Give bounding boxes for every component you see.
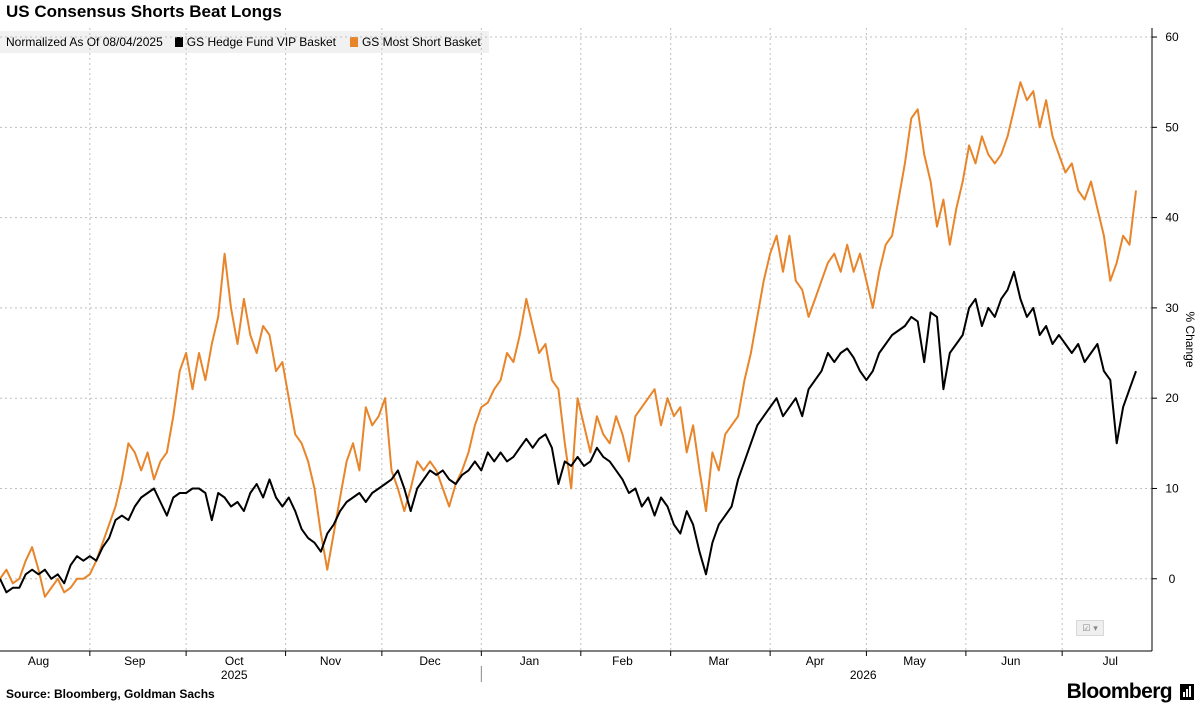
chart-title: US Consensus Shorts Beat Longs <box>6 2 282 21</box>
x-tick-label: May <box>903 654 926 668</box>
series-line-vip <box>0 270 1137 594</box>
x-tick-label: Jan <box>520 654 539 668</box>
chart-options-button[interactable]: ☑ ▾ <box>1076 620 1104 636</box>
y-tick-label: 60 <box>1165 30 1179 44</box>
x-tick-label: Feb <box>612 654 633 668</box>
legend-item-short: GS Most Short Basket <box>349 35 481 49</box>
legend-note: Normalized As Of 08/04/2025 <box>6 35 163 49</box>
checkbox-icon: ☑ <box>1082 622 1091 633</box>
x-tick-label: Jul <box>1103 654 1118 668</box>
x-tick-label: Sep <box>124 654 146 668</box>
source-note: Source: Bloomberg, Goldman Sachs <box>6 687 215 701</box>
legend-label-short: GS Most Short Basket <box>361 35 481 49</box>
x-tick-label: Nov <box>320 654 341 668</box>
x-tick-label: Apr <box>806 654 825 668</box>
x-tick-label: Aug <box>28 654 49 668</box>
year-label: 2026 <box>850 668 877 682</box>
brand-logo: Bloomberg <box>1066 680 1173 703</box>
terminal-icon <box>1180 684 1194 700</box>
x-tick-label: Dec <box>419 654 440 668</box>
x-tick-label: Mar <box>708 654 729 668</box>
legend: Normalized As Of 08/04/2025 GS Hedge Fun… <box>0 31 489 53</box>
legend-label-vip: GS Hedge Fund VIP Basket <box>186 35 336 49</box>
year-label: 2025 <box>221 668 248 682</box>
y-tick-label: 0 <box>1169 572 1176 586</box>
y-axis-title: % Change <box>1183 311 1197 367</box>
y-tick-label: 10 <box>1165 481 1179 495</box>
y-tick-label: 40 <box>1165 211 1179 225</box>
x-tick-label: Jun <box>1001 654 1020 668</box>
y-tick-label: 50 <box>1165 120 1179 134</box>
caret-down-icon: ▾ <box>1093 622 1098 633</box>
x-tick-label: Oct <box>225 654 244 668</box>
y-tick-label: 30 <box>1165 301 1179 315</box>
legend-swatch-vip <box>174 37 183 47</box>
legend-item-vip: GS Hedge Fund VIP Basket <box>174 35 336 49</box>
y-tick-label: 20 <box>1165 391 1179 405</box>
series-line-short <box>0 81 1137 598</box>
legend-swatch-short <box>349 37 358 47</box>
brand: Bloomberg <box>1067 680 1194 704</box>
